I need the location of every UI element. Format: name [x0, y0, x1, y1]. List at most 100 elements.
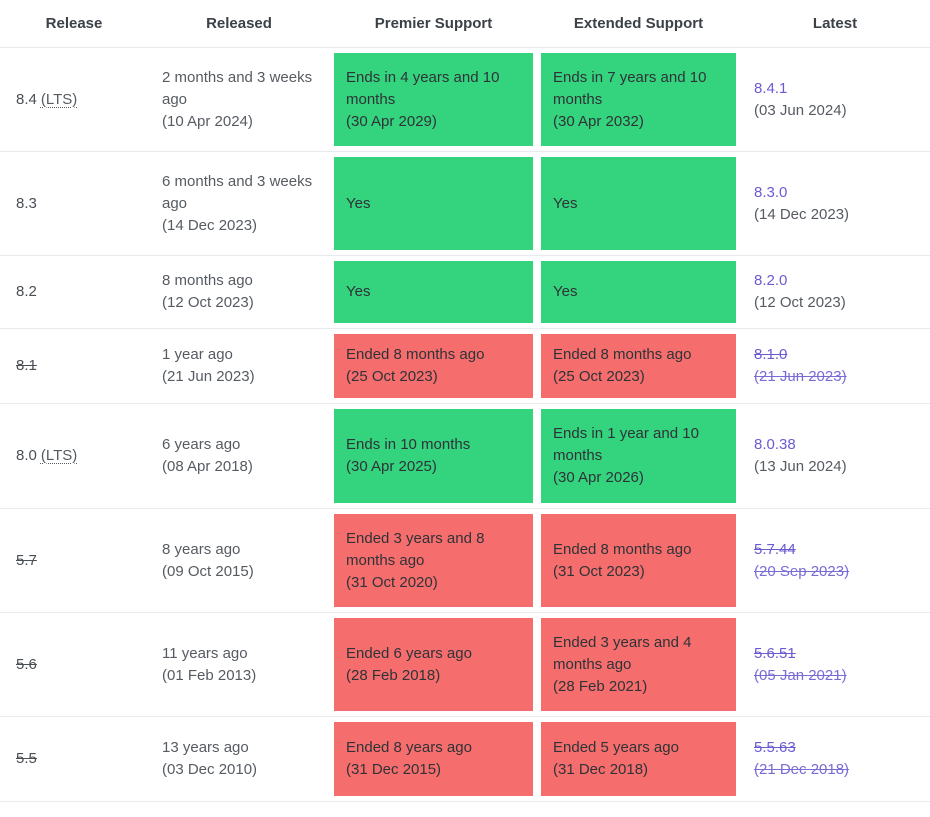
latest-date: (12 Oct 2023) [754, 294, 846, 311]
support-status-date: (31 Oct 2023) [553, 562, 645, 580]
support-status-text: Ended 3 years and 8 months ago [346, 529, 485, 569]
premier-support-cell: Ended 3 years and 8 months ago (31 Oct 2… [330, 509, 537, 612]
support-status-badge: Yes [334, 157, 533, 250]
release-version: 8.0 [16, 447, 37, 464]
extended-support-cell: Ended 5 years ago (31 Dec 2018) [537, 717, 740, 801]
latest-version-link[interactable]: 8.1.0 [754, 346, 788, 363]
released-date: (03 Dec 2010) [162, 761, 258, 778]
released-cell: 6 years ago (08 Apr 2018) [148, 404, 330, 508]
premier-support-cell: Ends in 4 years and 10 months (30 Apr 20… [330, 48, 537, 151]
latest-version-link[interactable]: 8.2.0 [754, 272, 788, 289]
latest-cell: 8.4.1 (03 Jun 2024) [740, 48, 930, 151]
latest-date: (05 Jan 2021) [754, 666, 847, 684]
latest-date: (14 Dec 2023) [754, 205, 850, 223]
released-cell: 6 months and 3 weeks ago (14 Dec 2023) [148, 152, 330, 255]
latest-cell: 5.5.63 (21 Dec 2018) [740, 717, 930, 801]
support-status-badge: Ended 5 years ago (31 Dec 2018) [541, 722, 736, 796]
released-relative: 8 months ago [162, 272, 253, 289]
column-header-released: Released [206, 15, 272, 32]
extended-support-cell: Ends in 1 year and 10 months (30 Apr 202… [537, 404, 740, 508]
released-relative: 11 years ago [162, 644, 248, 662]
released-date: (21 Jun 2023) [162, 368, 255, 385]
released-relative: 8 years ago [162, 540, 241, 558]
released-relative: 13 years ago [162, 739, 249, 756]
table-header-row: Release Released Premier Support Extende… [0, 0, 930, 48]
release-cell: 8.0 (LTS) [0, 404, 148, 508]
released-relative: 1 year ago [162, 346, 233, 363]
support-status-text: Ends in 1 year and 10 months [553, 425, 699, 464]
support-status-text: Ended 8 months ago [553, 346, 692, 363]
extended-support-cell: Ended 8 months ago (25 Oct 2023) [537, 329, 740, 403]
table-row: 8.3 6 months and 3 weeks ago (14 Dec 202… [0, 152, 930, 256]
latest-version-link[interactable]: 5.5.63 [754, 739, 796, 756]
released-relative: 6 months and 3 weeks ago [162, 172, 313, 212]
latest-cell: 8.0.38 (13 Jun 2024) [740, 404, 930, 508]
support-status-text: Ends in 7 years and 10 months [553, 68, 707, 108]
support-status-date: (30 Apr 2029) [346, 112, 437, 130]
support-status-date: (28 Feb 2021) [553, 677, 648, 695]
support-status-text: Ended 6 years ago [346, 644, 472, 662]
released-cell: 13 years ago (03 Dec 2010) [148, 717, 330, 801]
latest-date: (21 Dec 2018) [754, 761, 850, 778]
extended-support-cell: Ended 3 years and 4 months ago (28 Feb 2… [537, 613, 740, 716]
released-cell: 8 months ago (12 Oct 2023) [148, 256, 330, 328]
extended-support-cell: Ends in 7 years and 10 months (30 Apr 20… [537, 48, 740, 151]
support-status-badge: Ends in 10 months (30 Apr 2025) [334, 409, 533, 503]
column-header-latest: Latest [812, 15, 858, 32]
support-status-text: Ended 3 years and 4 months ago [553, 633, 692, 673]
table-row: 8.1 1 year ago (21 Jun 2023) Ended 8 mon… [0, 329, 930, 404]
released-cell: 2 months and 3 weeks ago (10 Apr 2024) [148, 48, 330, 151]
latest-version-link[interactable]: 8.0.38 [754, 436, 796, 453]
released-date: (12 Oct 2023) [162, 294, 254, 311]
support-status-badge: Ended 8 months ago (25 Oct 2023) [541, 334, 736, 398]
support-status-badge: Yes [541, 261, 736, 323]
release-version: 5.7 [16, 551, 37, 569]
support-status-date: (30 Apr 2032) [553, 112, 644, 130]
support-status-text: Ends in 4 years and 10 months [346, 68, 500, 108]
released-relative: 6 years ago [162, 436, 241, 453]
premier-support-cell: Ends in 10 months (30 Apr 2025) [330, 404, 537, 508]
latest-cell: 8.3.0 (14 Dec 2023) [740, 152, 930, 255]
latest-version-link[interactable]: 8.3.0 [754, 183, 788, 201]
column-header-premier-support: Premier Support [374, 15, 493, 32]
support-status-text: Ended 8 months ago [553, 540, 692, 558]
lts-badge: (LTS) [40, 447, 78, 464]
support-status-date: (25 Oct 2023) [346, 368, 438, 385]
column-header-extended-support: Extended Support [573, 15, 704, 32]
support-status-text: Ended 8 years ago [346, 739, 472, 756]
release-cell: 8.3 [0, 152, 148, 255]
released-cell: 1 year ago (21 Jun 2023) [148, 329, 330, 403]
latest-date: (20 Sep 2023) [754, 562, 850, 580]
release-cell: 5.7 [0, 509, 148, 612]
latest-version-link[interactable]: 8.4.1 [754, 79, 788, 97]
support-status-text: Yes [346, 283, 371, 300]
table-row: 5.5 13 years ago (03 Dec 2010) Ended 8 y… [0, 717, 930, 802]
released-cell: 8 years ago (09 Oct 2015) [148, 509, 330, 612]
latest-cell: 8.1.0 (21 Jun 2023) [740, 329, 930, 403]
release-cell: 8.4 (LTS) [0, 48, 148, 151]
support-status-badge: Ends in 1 year and 10 months (30 Apr 202… [541, 409, 736, 503]
premier-support-cell: Ended 8 months ago (25 Oct 2023) [330, 329, 537, 403]
column-header-release: Release [45, 15, 103, 32]
premier-support-cell: Ended 6 years ago (28 Feb 2018) [330, 613, 537, 716]
released-date: (01 Feb 2013) [162, 666, 257, 684]
support-status-date: (30 Apr 2026) [553, 469, 644, 486]
release-cell: 8.2 [0, 256, 148, 328]
table-row: 8.2 8 months ago (12 Oct 2023) Yes Yes 8… [0, 256, 930, 329]
latest-version-link[interactable]: 5.7.44 [754, 540, 796, 558]
support-status-badge: Ends in 4 years and 10 months (30 Apr 20… [334, 53, 533, 146]
support-status-date: (28 Feb 2018) [346, 666, 441, 684]
premier-support-cell: Yes [330, 256, 537, 328]
latest-date: (21 Jun 2023) [754, 368, 847, 385]
table-row: 5.6 11 years ago (01 Feb 2013) Ended 6 y… [0, 613, 930, 717]
release-version: 5.5 [16, 750, 37, 767]
latest-date: (13 Jun 2024) [754, 458, 847, 475]
support-status-date: (31 Oct 2020) [346, 573, 438, 591]
support-status-badge: Ended 8 years ago (31 Dec 2015) [334, 722, 533, 796]
latest-version-link[interactable]: 5.6.51 [754, 644, 796, 662]
release-cell: 5.6 [0, 613, 148, 716]
premier-support-cell: Yes [330, 152, 537, 255]
extended-support-cell: Yes [537, 152, 740, 255]
support-status-text: Ended 8 months ago [346, 346, 485, 363]
